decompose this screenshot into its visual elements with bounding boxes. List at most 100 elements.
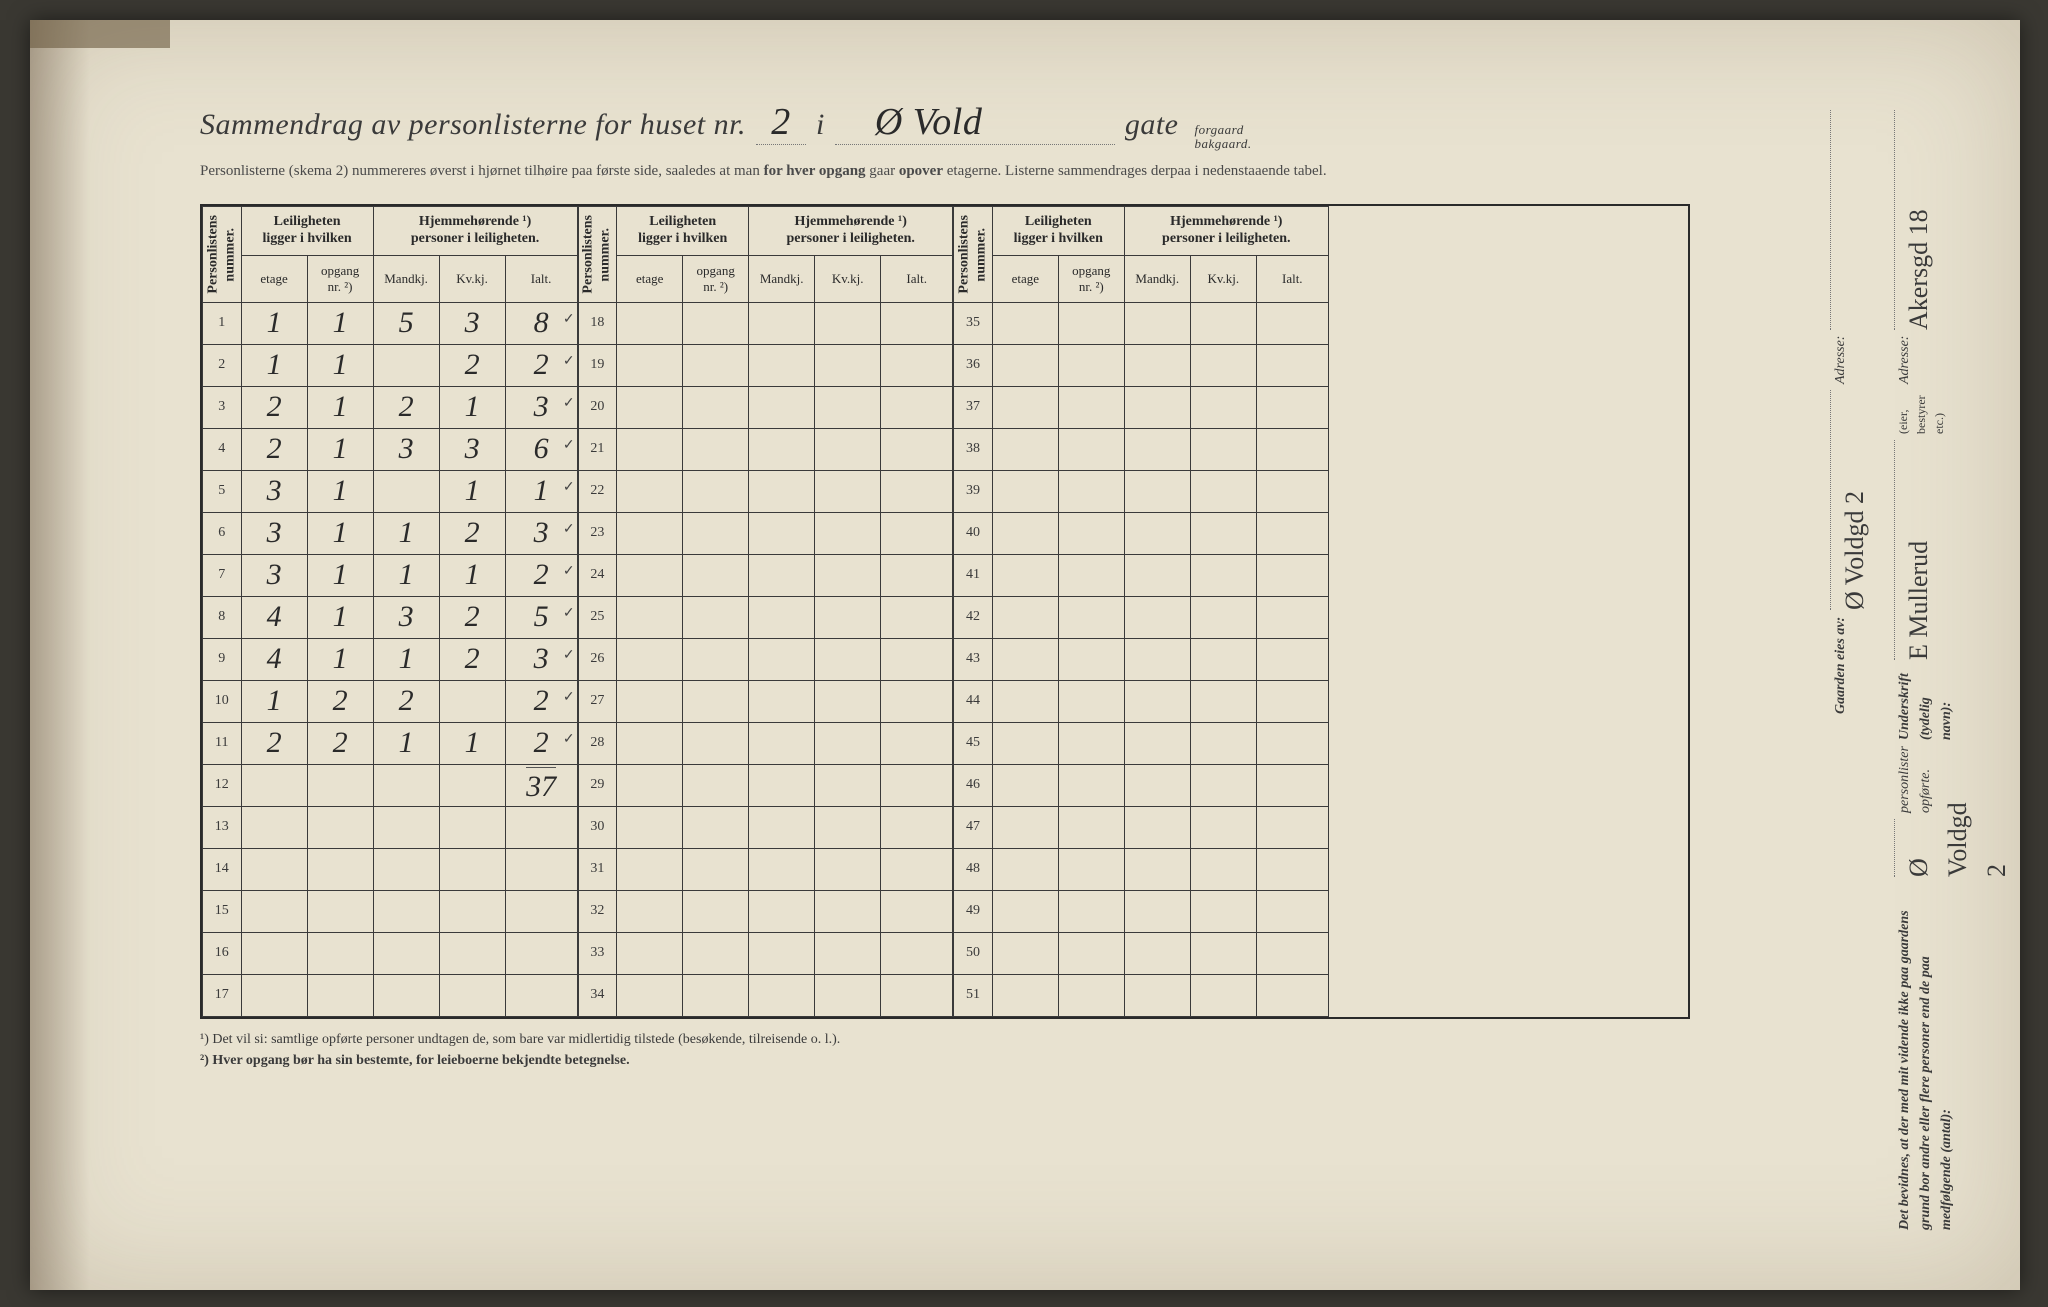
cell-etage: [617, 554, 683, 596]
cell-opgang: 1: [307, 596, 373, 638]
row-number: 50: [954, 932, 993, 974]
cell-ialt: [1256, 974, 1328, 1016]
cell-mandkj: [373, 806, 439, 848]
cell-opgang: [307, 806, 373, 848]
col-opgang: opgangnr. ²): [1058, 256, 1124, 303]
cell-etage: [992, 344, 1058, 386]
cell-kvkj: [815, 932, 881, 974]
sub-1: Personlisterne (skema 2) nummereres øver…: [200, 163, 764, 179]
cell-opgang: 1: [307, 512, 373, 554]
table-row: 37: [954, 386, 1329, 428]
sub-2: gaar: [869, 163, 899, 179]
row-number: 23: [578, 512, 617, 554]
cell-etage: 3: [241, 554, 307, 596]
cell-opgang: [1058, 470, 1124, 512]
table-row: 23: [578, 512, 953, 554]
table-row: 19: [578, 344, 953, 386]
cell-ialt: [505, 974, 577, 1016]
table-row: 25: [578, 596, 953, 638]
cell-kvkj: [439, 680, 505, 722]
cell-opgang: [307, 764, 373, 806]
row-number: 2: [203, 344, 242, 386]
footnote-2: ²) Hver opgang bør ha sin bestemte, for …: [200, 1050, 1700, 1071]
cell-ialt: [881, 932, 953, 974]
cell-ialt: [881, 722, 953, 764]
cell-etage: [992, 764, 1058, 806]
adresse2-label: Adresse:: [1830, 336, 1878, 384]
row-number: 38: [954, 428, 993, 470]
table-row: 14: [203, 848, 578, 890]
row-number: 32: [578, 890, 617, 932]
cell-opgang: [307, 974, 373, 1016]
cell-mandkj: [1124, 806, 1190, 848]
street-name: Ø Vold: [835, 100, 1115, 145]
cell-ialt: 2: [505, 722, 577, 764]
cell-opgang: [1058, 386, 1124, 428]
col-etage: etage: [992, 256, 1058, 303]
cell-mandkj: [749, 974, 815, 1016]
title-prefix: Sammendrag av personlisterne for huset n…: [200, 108, 746, 142]
cell-opgang: 1: [307, 638, 373, 680]
cell-opgang: [1058, 848, 1124, 890]
cell-opgang: [1058, 890, 1124, 932]
binding-tab: [30, 20, 170, 48]
cell-kvkj: 2: [439, 344, 505, 386]
cell-opgang: [1058, 722, 1124, 764]
row-number: 15: [203, 890, 242, 932]
cell-ialt: [1256, 428, 1328, 470]
cell-ialt: [1256, 890, 1328, 932]
cell-etage: 2: [241, 386, 307, 428]
cell-opgang: [683, 596, 749, 638]
side-col-1: Gaarden eies av: Ø Voldgd 2 Adresse:: [1830, 110, 1878, 1230]
cell-opgang: [683, 806, 749, 848]
cell-opgang: [683, 722, 749, 764]
cell-opgang: 1: [307, 386, 373, 428]
cell-ialt: [1256, 806, 1328, 848]
cell-mandkj: [749, 428, 815, 470]
row-number: 49: [954, 890, 993, 932]
table-row: 7 3 1 1 1 2: [203, 554, 578, 596]
cell-opgang: [683, 890, 749, 932]
cell-mandkj: [1124, 344, 1190, 386]
row-number: 30: [578, 806, 617, 848]
col-personlistens: Personlistensnummer.: [954, 207, 993, 303]
row-number: 42: [954, 596, 993, 638]
cell-etage: 1: [241, 680, 307, 722]
col-hjemme-group: Hjemmehørende ¹)personer i leiligheten.: [1124, 207, 1328, 256]
col-personlistens: Personlistensnummer.: [203, 207, 242, 303]
footnotes: ¹) Det vil si: samtlige opførte personer…: [200, 1029, 1700, 1071]
cell-opgang: 2: [307, 680, 373, 722]
cell-mandkj: [1124, 890, 1190, 932]
cell-ialt: [1256, 848, 1328, 890]
cell-mandkj: 3: [373, 596, 439, 638]
cell-etage: [992, 554, 1058, 596]
cell-etage: [992, 848, 1058, 890]
cell-etage: 1: [241, 344, 307, 386]
cell-mandkj: [749, 512, 815, 554]
row-number: 44: [954, 680, 993, 722]
row-number: 43: [954, 638, 993, 680]
cell-etage: [617, 512, 683, 554]
cell-kvkj: [1190, 386, 1256, 428]
cell-ialt: [1256, 554, 1328, 596]
col-personlistens: Personlistensnummer.: [578, 207, 617, 303]
cell-kvkj: [815, 512, 881, 554]
cell-mandkj: [749, 302, 815, 344]
cell-etage: [617, 764, 683, 806]
cell-kvkj: [439, 806, 505, 848]
cell-etage: 4: [241, 596, 307, 638]
cell-etage: [992, 806, 1058, 848]
table-block-3: Personlistensnummer. Leilighetenligger i…: [953, 206, 1329, 1017]
table-row: 30: [578, 806, 953, 848]
cell-ialt: [881, 806, 953, 848]
in-word: i: [816, 108, 825, 142]
col-opgang: opgangnr. ²): [307, 256, 373, 303]
cell-mandkj: [749, 722, 815, 764]
table-block-2: Personlistensnummer. Leilighetenligger i…: [578, 206, 954, 1017]
cell-kvkj: [1190, 974, 1256, 1016]
cell-mandkj: 1: [373, 554, 439, 596]
row-number: 41: [954, 554, 993, 596]
cell-mandkj: [1124, 470, 1190, 512]
cell-etage: [992, 974, 1058, 1016]
cell-opgang: [683, 470, 749, 512]
